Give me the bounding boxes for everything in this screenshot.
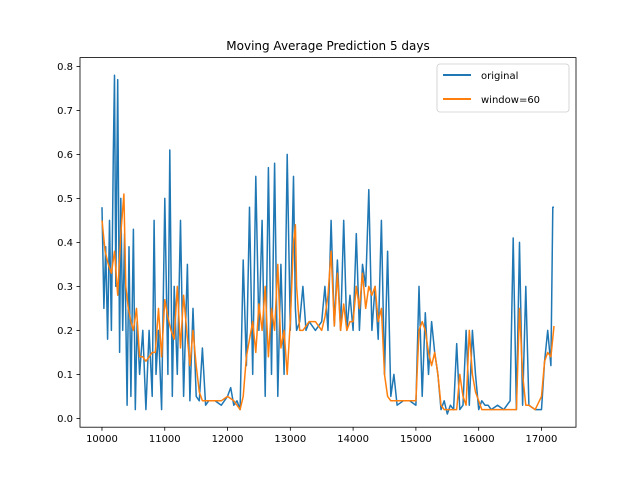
x-tick-label: 14000 [337, 434, 369, 445]
legend-label-window: window=60 [481, 95, 540, 106]
y-tick-label: 0.0 [57, 414, 73, 425]
y-tick-label: 0.1 [57, 370, 73, 381]
x-tick-label: 10000 [86, 434, 118, 445]
x-tick-label: 12000 [212, 434, 244, 445]
y-tick-label: 0.4 [57, 238, 73, 249]
x-tick-label: 13000 [274, 434, 306, 445]
y-tick-label: 0.2 [57, 326, 73, 337]
x-axis: 10000 11000 12000 13000 14000 15000 16000 17000 [86, 427, 557, 445]
series-layer [101, 74, 555, 415]
legend-label-original: original [481, 71, 518, 82]
y-tick-label: 0.5 [57, 194, 73, 205]
series-line-window-60 [101, 193, 555, 411]
x-tick-label: 16000 [463, 434, 495, 445]
y-tick-label: 0.8 [57, 62, 73, 73]
chart-title: Moving Average Prediction 5 days [226, 39, 429, 53]
y-axis: 0.0 0.1 0.2 0.3 0.4 0.5 0.6 0.7 0.8 [57, 62, 80, 425]
y-tick-label: 0.6 [57, 150, 73, 161]
x-tick-label: 11000 [149, 434, 181, 445]
legend: original window=60 [436, 63, 570, 113]
y-tick-label: 0.7 [57, 106, 73, 117]
x-tick-label: 17000 [526, 434, 558, 445]
x-tick-label: 15000 [400, 434, 432, 445]
y-tick-label: 0.3 [57, 282, 73, 293]
